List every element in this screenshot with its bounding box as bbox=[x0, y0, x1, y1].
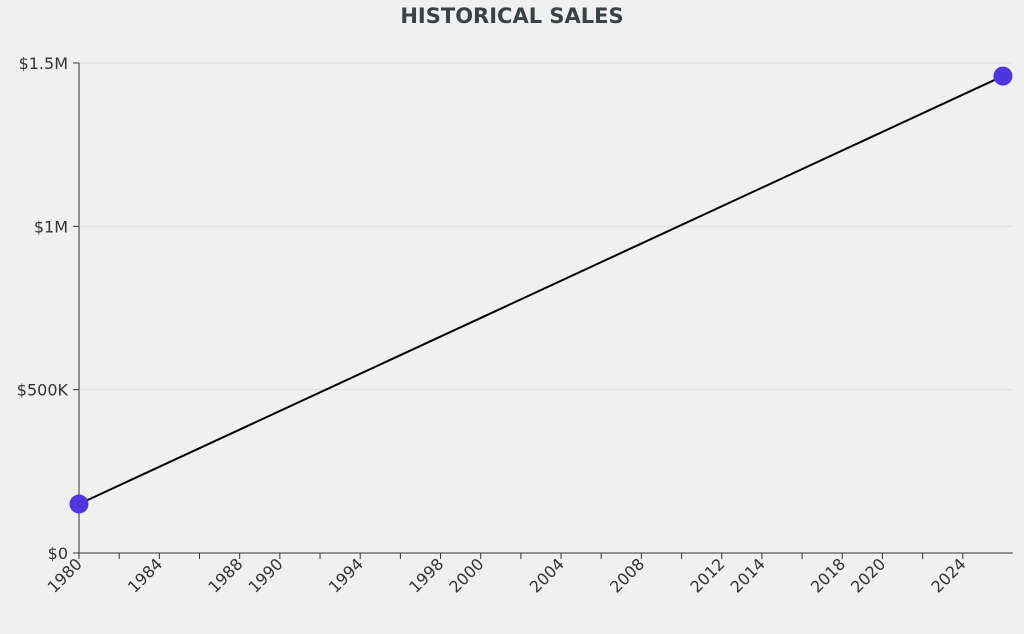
x-tick-label: 2024 bbox=[927, 554, 969, 596]
x-tick-label: 1984 bbox=[124, 554, 166, 596]
series-line bbox=[78, 75, 1004, 505]
y-tick-label: $1.5M bbox=[19, 54, 68, 73]
x-tick-label: 1988 bbox=[204, 554, 246, 596]
x-tick-label: 2008 bbox=[606, 554, 648, 596]
x-tick-label: 2018 bbox=[807, 554, 849, 596]
y-tick-label: $0 bbox=[48, 544, 68, 563]
x-tick-label: 2014 bbox=[727, 554, 769, 596]
x-tick-label: 2000 bbox=[445, 554, 487, 596]
x-tick-label: 2012 bbox=[686, 554, 728, 596]
data-point bbox=[993, 66, 1013, 86]
x-tick-label: 2020 bbox=[847, 554, 889, 596]
y-tick-label: $500K bbox=[17, 381, 69, 400]
y-tick-label: $1M bbox=[34, 217, 68, 236]
x-tick-label: 1998 bbox=[405, 554, 447, 596]
chart-title: HISTORICAL SALES bbox=[400, 4, 624, 28]
x-tick-label: 1994 bbox=[325, 554, 367, 596]
data-point bbox=[69, 494, 89, 514]
x-tick-label: 1990 bbox=[244, 554, 286, 596]
x-tick-label: 2004 bbox=[526, 554, 568, 596]
